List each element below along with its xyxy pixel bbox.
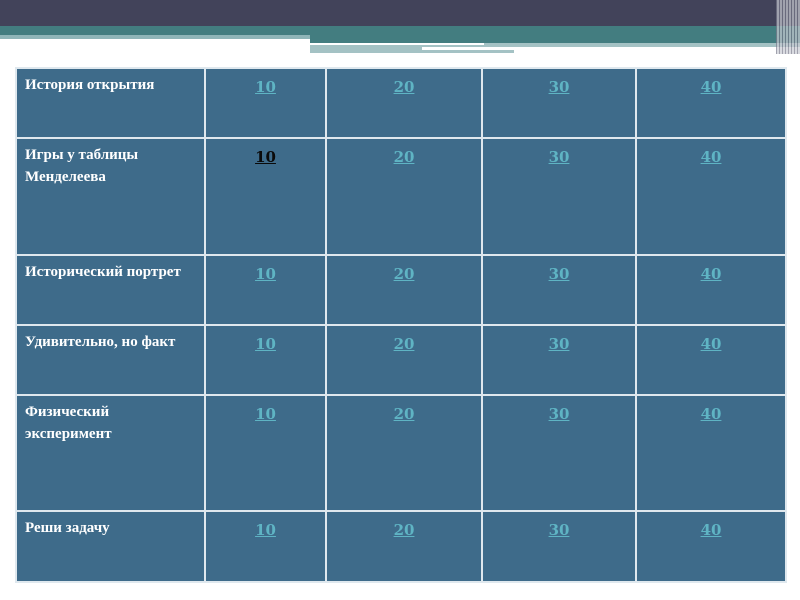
decorative-stripe bbox=[310, 43, 800, 47]
slide-header-bar bbox=[0, 0, 800, 26]
question-link-10[interactable]: 10 bbox=[255, 78, 276, 96]
question-cell: 30 bbox=[481, 510, 637, 583]
decorative-stripe bbox=[0, 26, 800, 35]
question-link-40[interactable]: 40 bbox=[700, 521, 722, 540]
question-cell: 20 bbox=[325, 510, 483, 583]
question-link-30[interactable]: 30 bbox=[548, 78, 570, 96]
category-row: Исторический портрет 10 20 30 40 bbox=[15, 253, 787, 326]
decorative-stripe bbox=[310, 35, 800, 43]
question-link-40[interactable]: 40 bbox=[700, 334, 722, 353]
question-link-10[interactable]: 10 bbox=[255, 264, 276, 283]
question-link-40[interactable]: 40 bbox=[700, 78, 722, 96]
category-row: Физический эксперимент 10 20 30 40 bbox=[15, 394, 787, 513]
question-cell: 30 bbox=[481, 66, 637, 140]
question-link-30[interactable]: 30 bbox=[548, 334, 570, 353]
question-cell: 40 bbox=[635, 323, 787, 397]
question-link-10[interactable]: 10 bbox=[255, 521, 276, 540]
category-label: Реши задачу bbox=[15, 510, 206, 583]
question-cell: 20 bbox=[325, 253, 483, 326]
question-link-30[interactable]: 30 bbox=[548, 148, 570, 167]
category-label: Удивительно, но факт bbox=[15, 323, 206, 397]
question-cell: 20 bbox=[325, 66, 483, 140]
question-cell: 10 bbox=[204, 253, 327, 326]
question-cell: 10 bbox=[204, 323, 327, 397]
question-cell: 20 bbox=[325, 323, 483, 397]
question-cell: 10 bbox=[204, 394, 327, 513]
question-link-30[interactable]: 30 bbox=[548, 405, 570, 424]
question-link-20[interactable]: 20 bbox=[393, 148, 415, 167]
question-link-30[interactable]: 30 bbox=[548, 264, 570, 283]
question-link-40[interactable]: 40 bbox=[700, 405, 722, 424]
question-cell: 10 bbox=[204, 510, 327, 583]
question-cell: 40 bbox=[635, 253, 787, 326]
question-link-10[interactable]: 10 bbox=[255, 148, 276, 167]
category-label: Игры у таблицы Менделеева bbox=[15, 137, 206, 256]
question-link-20[interactable]: 20 bbox=[393, 405, 415, 424]
quiz-game-board: История открытия 10 20 30 40 Игры у таблицы М… bbox=[15, 66, 787, 583]
category-row: Реши задачу 10 20 30 40 bbox=[15, 510, 787, 583]
decorative-stripe bbox=[422, 50, 514, 53]
question-cell: 40 bbox=[635, 394, 787, 513]
question-cell: 30 bbox=[481, 394, 637, 513]
question-cell: 40 bbox=[635, 137, 787, 256]
question-cell: 10 bbox=[204, 66, 327, 140]
question-cell: 40 bbox=[635, 66, 787, 140]
question-cell: 40 bbox=[635, 510, 787, 583]
question-link-20[interactable]: 20 bbox=[393, 334, 415, 353]
question-link-20[interactable]: 20 bbox=[393, 264, 415, 283]
question-link-10[interactable]: 10 bbox=[255, 334, 276, 353]
question-link-20[interactable]: 20 bbox=[393, 521, 415, 540]
question-link-20[interactable]: 20 bbox=[393, 78, 415, 96]
decorative-stripe bbox=[310, 47, 422, 53]
question-link-40[interactable]: 40 bbox=[700, 264, 722, 283]
category-label: Исторический портрет bbox=[15, 253, 206, 326]
question-link-30[interactable]: 30 bbox=[548, 521, 570, 540]
decorative-edge bbox=[776, 0, 800, 54]
decorative-line bbox=[310, 43, 484, 45]
question-cell: 10 bbox=[204, 137, 327, 256]
question-cell: 30 bbox=[481, 253, 637, 326]
question-cell: 30 bbox=[481, 323, 637, 397]
category-label: История открытия bbox=[15, 66, 206, 140]
question-link-40[interactable]: 40 bbox=[700, 148, 722, 167]
category-label: Физический эксперимент bbox=[15, 394, 206, 513]
question-cell: 20 bbox=[325, 137, 483, 256]
category-row: Игры у таблицы Менделеева 10 20 30 40 bbox=[15, 137, 787, 256]
category-row: Удивительно, но факт 10 20 30 40 bbox=[15, 323, 787, 397]
category-row: История открытия 10 20 30 40 bbox=[15, 66, 787, 140]
question-cell: 20 bbox=[325, 394, 483, 513]
decorative-stripe bbox=[0, 35, 310, 39]
question-cell: 30 bbox=[481, 137, 637, 256]
question-link-10[interactable]: 10 bbox=[255, 405, 276, 424]
